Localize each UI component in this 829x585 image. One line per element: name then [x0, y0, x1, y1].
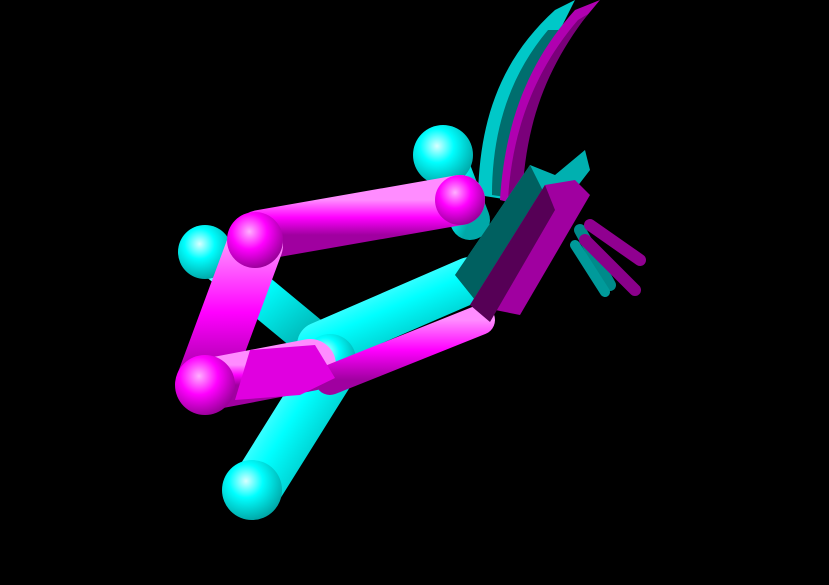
backbone-ribbons: [478, 0, 600, 205]
magenta-side-stick-2: [579, 234, 641, 296]
cyan-plane-dark: [455, 165, 545, 300]
magenta-atom-corner: [227, 212, 283, 268]
magenta-side-stick-1: [584, 219, 646, 266]
magenta-bond-diag: [315, 305, 495, 395]
cyan-bond-mid: [297, 257, 493, 368]
magenta-structure: [175, 175, 495, 415]
magenta-wedge: [235, 345, 335, 400]
cyan-atom-top: [413, 125, 473, 185]
cyan-side-stick-2: [570, 240, 610, 297]
magenta-plane-dark: [470, 185, 555, 322]
magenta-ribbon-highlight: [508, 14, 588, 202]
magenta-atom-bottom: [175, 355, 235, 415]
cyan-atom-bottom: [222, 460, 282, 520]
magenta-atom-right: [435, 175, 485, 225]
magenta-bond-top: [235, 175, 485, 260]
ribbon-arrow-head: [455, 150, 646, 322]
